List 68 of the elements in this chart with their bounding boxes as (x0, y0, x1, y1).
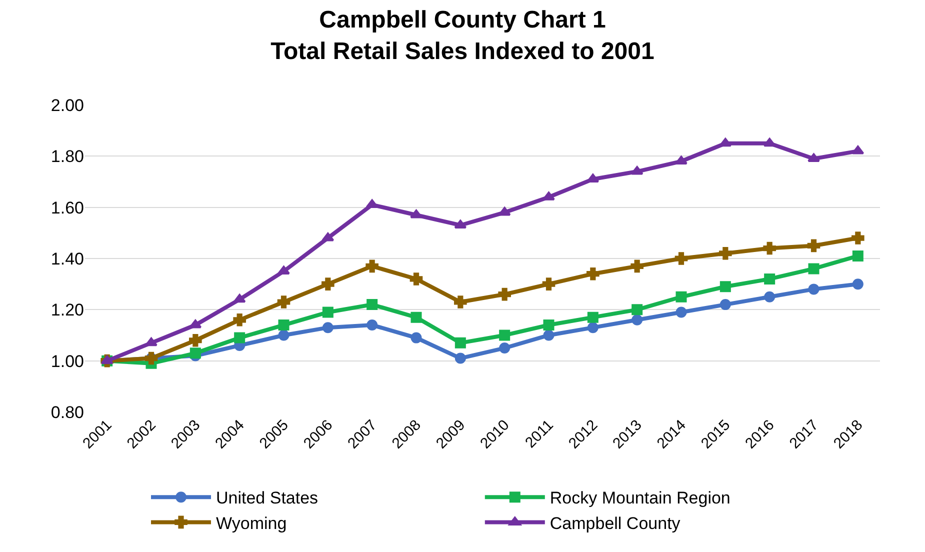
y-tick-label: 1.60 (50, 198, 84, 218)
point (410, 312, 422, 323)
point (543, 320, 554, 331)
point (366, 320, 378, 331)
point (632, 314, 643, 326)
point (498, 288, 511, 301)
point (233, 314, 246, 326)
legend-label: United States (216, 488, 318, 508)
point (676, 291, 687, 302)
point (454, 352, 466, 364)
y-tick-label: 0.80 (50, 402, 84, 422)
point (322, 306, 334, 318)
point (542, 192, 555, 200)
point (234, 332, 246, 344)
point (587, 312, 598, 323)
point (278, 266, 290, 275)
point (852, 250, 864, 262)
point (763, 242, 776, 255)
point (277, 296, 290, 308)
legend-label: Wyoming (216, 514, 287, 533)
y-tick-label: 1.00 (50, 352, 84, 371)
point (676, 306, 687, 318)
point (366, 199, 378, 208)
point (499, 330, 510, 341)
point (498, 206, 511, 216)
point (852, 232, 864, 244)
chart-title: Campbell County Chart 1 Total Retail Sales Indexed to 2001 (270, 6, 654, 65)
y-tick-label: 2.00 (50, 96, 84, 115)
point (764, 291, 776, 302)
y-tick-label: 1.20 (50, 300, 84, 320)
point (454, 296, 467, 308)
y-tick-label: 1.80 (50, 147, 84, 166)
point (278, 320, 290, 331)
point (720, 299, 731, 310)
point (543, 330, 554, 341)
point (366, 260, 378, 273)
point (322, 278, 334, 290)
point (719, 246, 732, 260)
point (454, 337, 466, 348)
point (499, 342, 510, 354)
point (720, 281, 731, 292)
point (189, 334, 202, 347)
point (808, 153, 820, 162)
point (410, 332, 422, 344)
point (366, 299, 378, 310)
point (674, 252, 688, 265)
point (764, 273, 776, 284)
point (719, 138, 732, 147)
point (586, 267, 600, 280)
legend-label: Campbell County (550, 514, 681, 533)
point (852, 278, 864, 290)
point (630, 260, 644, 273)
legend-label: Rocky Mountain Region (550, 488, 730, 508)
point (233, 294, 246, 303)
point (808, 284, 820, 295)
point (632, 304, 643, 316)
point (410, 272, 423, 286)
point (587, 322, 598, 334)
point (145, 337, 158, 346)
y-tick-label: 1.40 (50, 249, 84, 268)
point (278, 330, 290, 341)
point (675, 156, 688, 165)
point (322, 322, 334, 334)
point (190, 348, 201, 359)
point (542, 278, 556, 290)
point (808, 263, 820, 274)
point (807, 239, 820, 252)
point (410, 210, 422, 218)
